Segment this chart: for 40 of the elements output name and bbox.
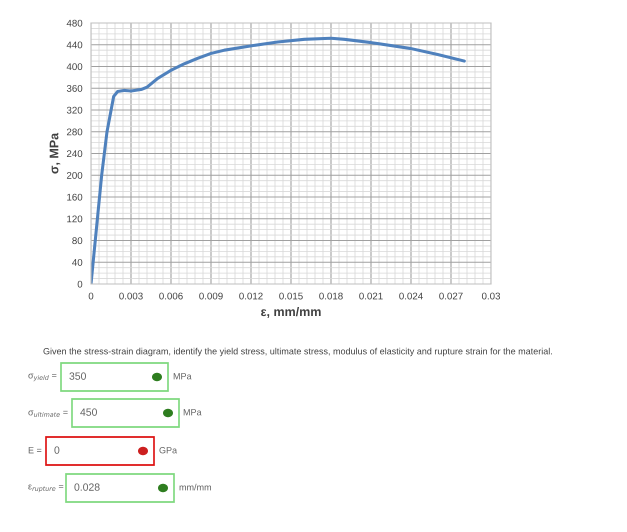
y-tick-label: 120 [67,215,82,222]
x-tick-label: 0.024 [399,292,423,300]
y-tick-label: 480 [66,20,82,27]
x-tick-label: 0.003 [119,292,143,300]
x-tick-label: 0.015 [279,292,303,300]
text: 0.028 [74,483,100,491]
y-tick-label: 0 [78,280,82,288]
y-tick-label: 200 [66,172,82,179]
line-series [91,36,466,284]
text: GPa [159,447,178,454]
x-axis-title: ε, mm/mm [261,306,321,318]
x-tick-label: 0.021 [359,292,383,300]
text: MPa [174,373,192,380]
text: ε$_{rupture}$ = [28,484,64,492]
y-tick-label: 280 [66,128,82,136]
text: 0 [54,446,60,454]
text: σ$_{ultimate}$ = [28,410,68,417]
x-tick-label: 0.03 [482,292,500,300]
text: 450 [80,408,97,416]
x-tick-label: 0.018 [319,292,343,300]
x-tick-label: 0.027 [439,292,463,300]
x-tick-label: 0 [88,292,94,300]
text: mm/mm [180,484,211,490]
text: σ$_{yield}$ = [28,374,56,382]
y-tick-label: 80 [72,237,82,244]
y-tick-label: 440 [66,41,82,48]
x-tick-label: 0.009 [199,292,223,300]
y-axis-title: σ, MPa [50,132,60,174]
text: MPa [184,409,202,416]
text: E = [28,447,42,454]
x-tick-label: 0.006 [159,292,183,300]
text: Given the stress-strain diagram, identify the yield stress, ultimate stress, modulus of elasticity and rupture strain for the material. [43,348,552,356]
y-tick-label: 360 [66,84,82,92]
x-tick-label: 0.012 [239,292,263,300]
y-tick-label: 40 [72,258,82,266]
y-tick-label: 400 [66,63,82,70]
y-tick-label: 320 [66,106,82,114]
text: 350 [69,372,86,380]
y-tick-label: 240 [66,150,82,158]
y-tick-label: 160 [67,194,82,201]
